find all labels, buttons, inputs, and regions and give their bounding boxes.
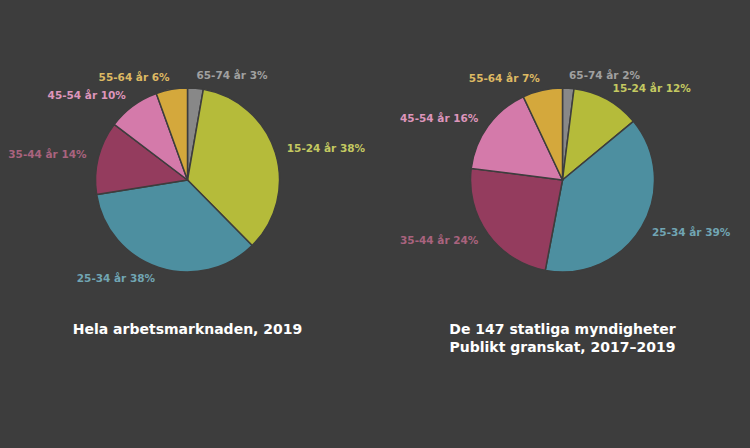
pie <box>471 88 655 272</box>
pie-slice <box>156 88 187 180</box>
slice-label: 15-24 år 38% <box>287 142 366 154</box>
slice-label: 45-54 år 10% <box>48 89 127 101</box>
slice-label: 15-24 år 12% <box>613 82 692 94</box>
background <box>0 0 750 448</box>
slice-label: 55-64 år 7% <box>469 72 540 84</box>
slice-label: 45-54 år 16% <box>400 112 479 124</box>
title-line: Publikt granskat, 2017–2019 <box>450 339 676 355</box>
pie-slice <box>523 88 562 180</box>
slice-label: 65-74 år 3% <box>196 69 267 81</box>
chart-title: Hela arbetsmarknaden, 2019 <box>73 321 303 337</box>
slice-label: 55-64 år 6% <box>99 71 170 83</box>
title-line: De 147 statliga myndigheter <box>449 321 675 337</box>
slice-label: 25-34 år 39% <box>652 226 731 238</box>
pie-slice <box>97 180 252 272</box>
title-line: Hela arbetsmarknaden, 2019 <box>73 321 303 337</box>
slice-label: 25-34 år 38% <box>77 272 156 284</box>
chart-canvas: 65-74 år 3% 15-24 år 38% 25-34 år 38% 35-44… <box>0 0 750 448</box>
pie <box>96 88 280 272</box>
pie-slice <box>471 168 563 270</box>
slice-label: 65-74 år 2% <box>569 69 640 81</box>
slice-label: 35-44 år 24% <box>400 234 479 246</box>
chart-title: De 147 statliga myndigheter Publikt grans… <box>449 321 675 355</box>
slice-label: 35-44 år 14% <box>8 148 87 160</box>
